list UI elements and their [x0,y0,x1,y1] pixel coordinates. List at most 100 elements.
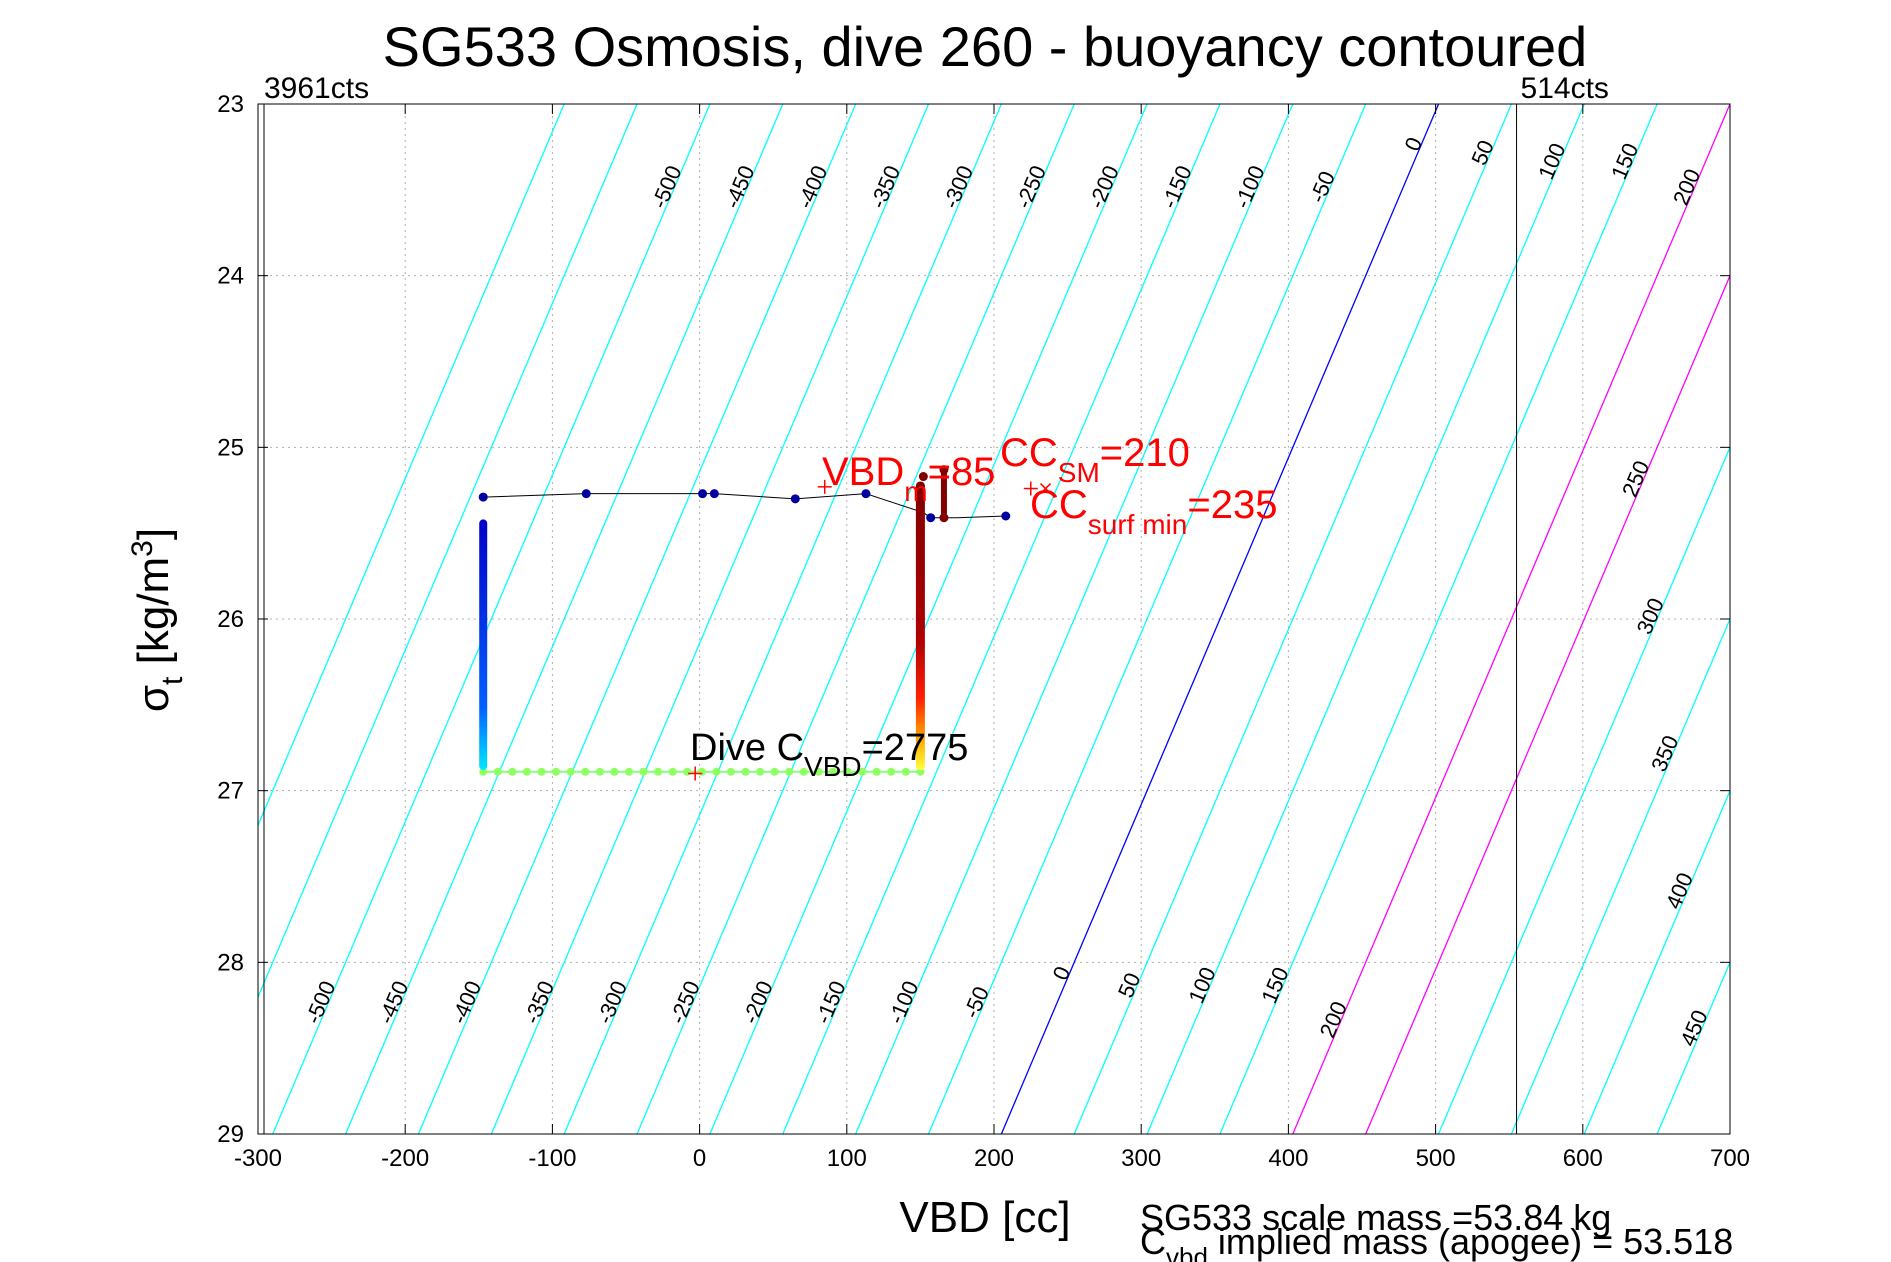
contour-line [1876,104,1891,1134]
vbd-m-text: VBD [822,450,904,494]
bottom-point [668,767,677,776]
cc-sm-marker [1023,481,1038,496]
dive-c-annotation: Dive CVBD=2775 [690,727,968,782]
grid-lines [258,104,1730,1134]
contour-label: 50 [1113,969,1146,1001]
dive-c-sub: VBD [804,751,862,782]
contour-label: -250 [1011,162,1051,212]
y-axis-label-units: [kg/m [129,557,178,677]
contour-line [782,104,1221,1134]
contour-label: 100 [1533,139,1570,183]
contour-line [1073,104,1513,1134]
y-tick-label: 26 [217,606,244,633]
profile-point [698,489,708,499]
bottom-point [726,767,735,776]
x-tick-label: 500 [1416,1145,1456,1172]
contour-line [1729,1132,1730,1134]
y-axis-label: σt [kg/m3] [126,528,189,712]
contour-label: -350 [865,162,905,212]
bottom-point [916,767,925,776]
vbd-m-marker [817,479,832,494]
bottom-point [814,767,823,776]
y-tick-label: 25 [217,434,244,461]
contour-label: 400 [1661,869,1698,913]
contour-label: -350 [519,977,559,1027]
contour-label: 200 [1668,165,1705,209]
contour-line [417,104,857,1134]
contour-label: -450 [373,977,413,1027]
footer-c-symbol: C [1140,1221,1166,1262]
contour-label: 100 [1183,963,1220,1007]
vbd-limit-right-label: 514cts [1521,72,1609,105]
cc-surf-text: CC [1030,483,1088,527]
x-tick-label: 600 [1563,1145,1603,1172]
contour-line [927,104,1367,1134]
bottom-point [537,767,546,776]
contour-line [258,104,638,999]
bottom-point [581,767,590,776]
vbd-limit-lines: 3961cts 514cts [263,72,1609,1134]
footer-c-sub: vbd [1166,1242,1208,1262]
contour-line [1803,104,1891,1134]
cc-surf-annotation: CCsurf min=235 [1030,483,1277,540]
contour-line [1000,104,1440,1134]
chart-title: SG533 Osmosis, dive 260 - buoyancy conto… [383,15,1588,78]
x-tick-label: -300 [234,1145,282,1172]
cc-sm-sub: SM [1058,457,1100,488]
contour-label: 250 [1617,457,1654,501]
bottom-point [843,767,852,776]
footer-scale-mass: SG533 scale mass =53.84 kg [1140,1197,1611,1238]
contour-line [272,104,711,1134]
bottom-point [595,767,604,776]
contour-label: -100 [1229,162,1269,212]
contour-label: -100 [883,977,923,1027]
x-tick-label: 700 [1710,1145,1750,1172]
profile-point [918,472,928,482]
y-axis-label-close: ] [129,528,178,540]
x-tick-label: 400 [1268,1145,1308,1172]
bottom-point [639,767,648,776]
contour-line [1292,104,1730,1134]
contour-label: -250 [665,977,705,1027]
bottom-point [654,767,663,776]
contour-line [1437,445,1730,1134]
x-tick-label: 100 [827,1145,867,1172]
y-axis-label-sub: t [156,676,189,685]
bottom-point [508,767,517,776]
bottom-point [566,767,575,776]
bottom-point [756,767,765,776]
bottom-point [770,767,779,776]
bottom-point [799,767,808,776]
bottom-point [785,767,794,776]
buoyancy-contours [258,104,1891,1134]
climb-column [915,481,925,771]
vbd-m-sub: m [904,476,927,507]
profile-point [939,513,949,523]
contour-label: -500 [646,162,686,212]
cc-surf-sub: surf min [1088,509,1188,540]
dive-c-text: Dive C [690,727,804,769]
footer-implied-mass: Cvbd implied mass (apogee) = 53.518 [1140,1221,1733,1262]
contour-label: -50 [1305,167,1340,206]
contour-line [344,104,784,1134]
contour-line [1583,789,1730,1134]
contour-label: -500 [300,977,340,1027]
x-tick-label: 300 [1121,1145,1161,1172]
contour-label: -400 [446,977,486,1027]
x-tick-label: -100 [528,1145,576,1172]
dive-column [479,519,488,771]
contour-label: 200 [1315,998,1352,1042]
cc-surf-value: =235 [1187,483,1277,527]
profile-point [478,492,488,502]
bottom-point [901,767,910,776]
contour-label: -450 [719,162,759,212]
contour-label: -400 [792,162,832,212]
x-tick-label: -200 [381,1145,429,1172]
contour-label: 450 [1675,1006,1712,1050]
contour-label: 350 [1646,732,1683,776]
profile-point [1001,511,1011,521]
y-axis-label-symbol: σ [129,685,178,712]
profile-point [790,494,800,504]
bottom-point [712,767,721,776]
x-tick-label: 200 [974,1145,1014,1172]
